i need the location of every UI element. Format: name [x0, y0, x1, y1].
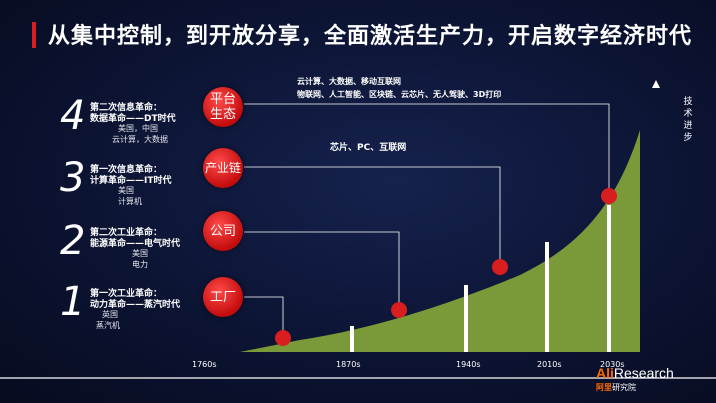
era-region: 美国，中国	[118, 124, 158, 133]
era-number: 1	[60, 279, 86, 325]
stage-platform-ecosystem: 平台生态	[203, 87, 243, 127]
milestone-dot-industry-chain	[492, 259, 508, 275]
title-accent-bar	[32, 22, 36, 48]
stage-label: 产业链	[204, 160, 241, 175]
era-tech: 蒸汽机	[96, 321, 120, 330]
era-region: 美国	[118, 186, 134, 195]
era-electric: 2 第二次工业革命： 能源革命——电气时代 美国 电力	[60, 221, 220, 281]
era-title: 第二次工业革命：	[90, 228, 163, 238]
axis-tick-1760s: 1760s	[192, 360, 217, 369]
stage-label: 工厂	[209, 289, 236, 305]
connector-platform	[244, 103, 610, 195]
tech-dt-line2: 物联网、人工智能、区块链、云芯片、无人驾驶、3D打印	[297, 90, 502, 99]
aliresearch-logo: AliResearch 阿里研究院	[596, 365, 674, 392]
connector-company	[244, 231, 400, 309]
progress-curve	[240, 130, 640, 352]
era-it: 3 第一次信息革命： 计算革命——IT时代 美国 计算机	[60, 158, 220, 218]
tech-dt-line1: 云计算、大数据、移动互联网	[297, 77, 401, 86]
page-title: 从集中控制，到开放分享，全面激活生产力，开启数字经济时代	[48, 24, 693, 49]
milestone-dot-platform	[601, 188, 617, 204]
milestone-dot-factory	[275, 330, 291, 346]
axis-tick-2010s: 2010s	[537, 360, 562, 369]
logo-cn-accent: 阿里	[596, 383, 612, 392]
logo-ali: Ali	[596, 365, 614, 381]
era-number: 3	[60, 155, 86, 201]
era-subtitle: 计算革命——IT时代	[90, 176, 172, 186]
era-dt: 4 第二次信息革命： 数据革命——DT时代 美国，中国 云计算，大数据	[60, 96, 220, 156]
stage-label: 平台生态	[209, 92, 236, 122]
era-tech: 电力	[132, 260, 148, 269]
era-title: 第一次工业革命：	[90, 289, 163, 299]
stage-company: 公司	[203, 211, 243, 251]
connector-factory	[244, 296, 284, 337]
era-subtitle: 能源革命——电气时代	[90, 239, 181, 249]
connector-industry-chain	[244, 166, 501, 266]
era-region: 英国	[102, 310, 118, 319]
era-title: 第二次信息革命：	[90, 103, 163, 113]
axis-tick-1940s: 1940s	[456, 360, 481, 369]
axis-tick-1870s: 1870s	[336, 360, 361, 369]
tech-it-line: 芯片、PC、互联网	[330, 143, 407, 153]
era-subtitle: 数据革命——DT时代	[90, 114, 176, 124]
era-number: 4	[60, 93, 86, 139]
arrow-up-icon	[652, 80, 660, 88]
stage-factory: 工厂	[203, 277, 243, 317]
axis-tick-2030s: 2030s	[600, 360, 625, 369]
era-steam: 1 第一次工业革命： 动力革命——蒸汽时代 英国 蒸汽机	[60, 282, 220, 342]
era-region: 美国	[132, 249, 148, 258]
stage-label: 公司	[209, 223, 236, 239]
milestone-dot-company	[391, 302, 407, 318]
era-tech: 计算机	[118, 197, 142, 206]
tech-progress-label: 技术进步	[683, 97, 693, 143]
stage-industry-chain: 产业链	[203, 148, 243, 188]
era-number: 2	[60, 218, 86, 264]
era-subtitle: 动力革命——蒸汽时代	[90, 300, 181, 310]
era-tech: 云计算，大数据	[112, 135, 168, 144]
era-title: 第一次信息革命：	[90, 165, 163, 175]
logo-cn: 研究院	[612, 383, 636, 392]
logo-research: Research	[613, 365, 674, 381]
